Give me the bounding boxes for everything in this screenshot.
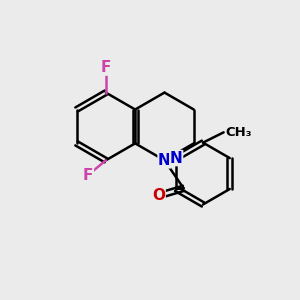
Text: CH₃: CH₃ xyxy=(225,126,252,139)
Text: O: O xyxy=(152,188,165,203)
Text: N: N xyxy=(158,153,171,168)
Text: F: F xyxy=(83,167,93,182)
Text: N: N xyxy=(170,151,183,166)
Text: F: F xyxy=(100,60,111,75)
